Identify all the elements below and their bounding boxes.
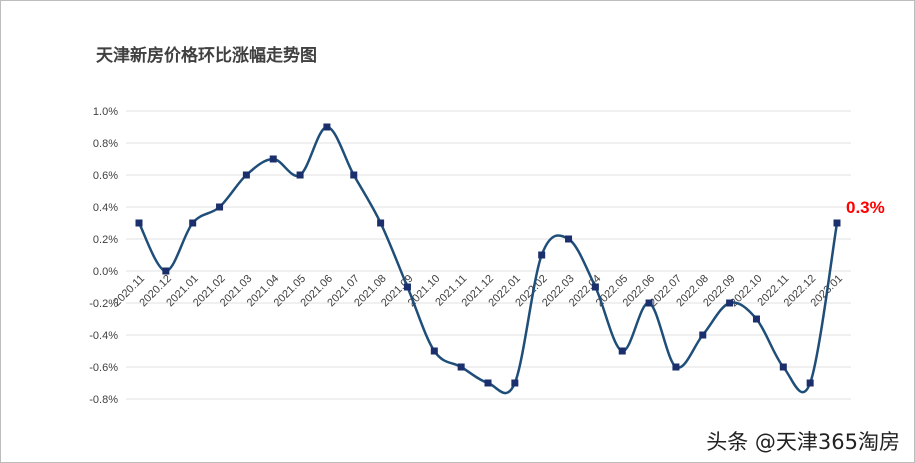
y-tick-label: -0.6% <box>89 362 118 374</box>
chart-title: 天津新房价格环比涨幅走势图 <box>96 46 317 66</box>
y-tick-label: 0.6% <box>93 170 118 182</box>
data-point <box>699 331 707 339</box>
data-point <box>296 171 304 179</box>
watermark: 头条 @天津365淘房 <box>706 430 900 454</box>
data-point <box>779 363 787 371</box>
data-point <box>377 219 385 227</box>
data-point <box>833 219 841 227</box>
annotation-label: 0.3% <box>846 198 885 217</box>
data-point <box>189 219 197 227</box>
data-point <box>511 379 519 387</box>
data-point <box>403 283 411 291</box>
data-point <box>565 235 573 243</box>
data-point <box>618 347 626 355</box>
data-point <box>672 363 680 371</box>
y-tick-label: -0.4% <box>89 330 118 342</box>
data-point <box>323 123 331 131</box>
data-point <box>350 171 358 179</box>
y-tick-label: 1.0% <box>93 106 118 118</box>
data-point <box>484 379 492 387</box>
data-point <box>457 363 465 371</box>
data-point <box>242 171 250 179</box>
data-point <box>806 379 814 387</box>
y-tick-label: -0.8% <box>89 394 118 406</box>
data-point <box>726 299 734 307</box>
data-point <box>591 283 599 291</box>
data-point <box>135 219 143 227</box>
y-tick-label: 0.4% <box>93 202 118 214</box>
data-point <box>752 315 760 323</box>
y-tick-label: 0.8% <box>93 138 118 150</box>
data-point <box>162 267 170 275</box>
y-tick-label: -0.2% <box>89 298 118 310</box>
y-tick-label: 0.0% <box>93 266 118 278</box>
data-point <box>538 251 546 259</box>
data-point <box>645 299 653 307</box>
data-point <box>269 155 277 163</box>
data-point <box>430 347 438 355</box>
data-point <box>216 203 224 211</box>
series-line <box>137 125 839 395</box>
y-tick-label: 0.2% <box>93 234 118 246</box>
